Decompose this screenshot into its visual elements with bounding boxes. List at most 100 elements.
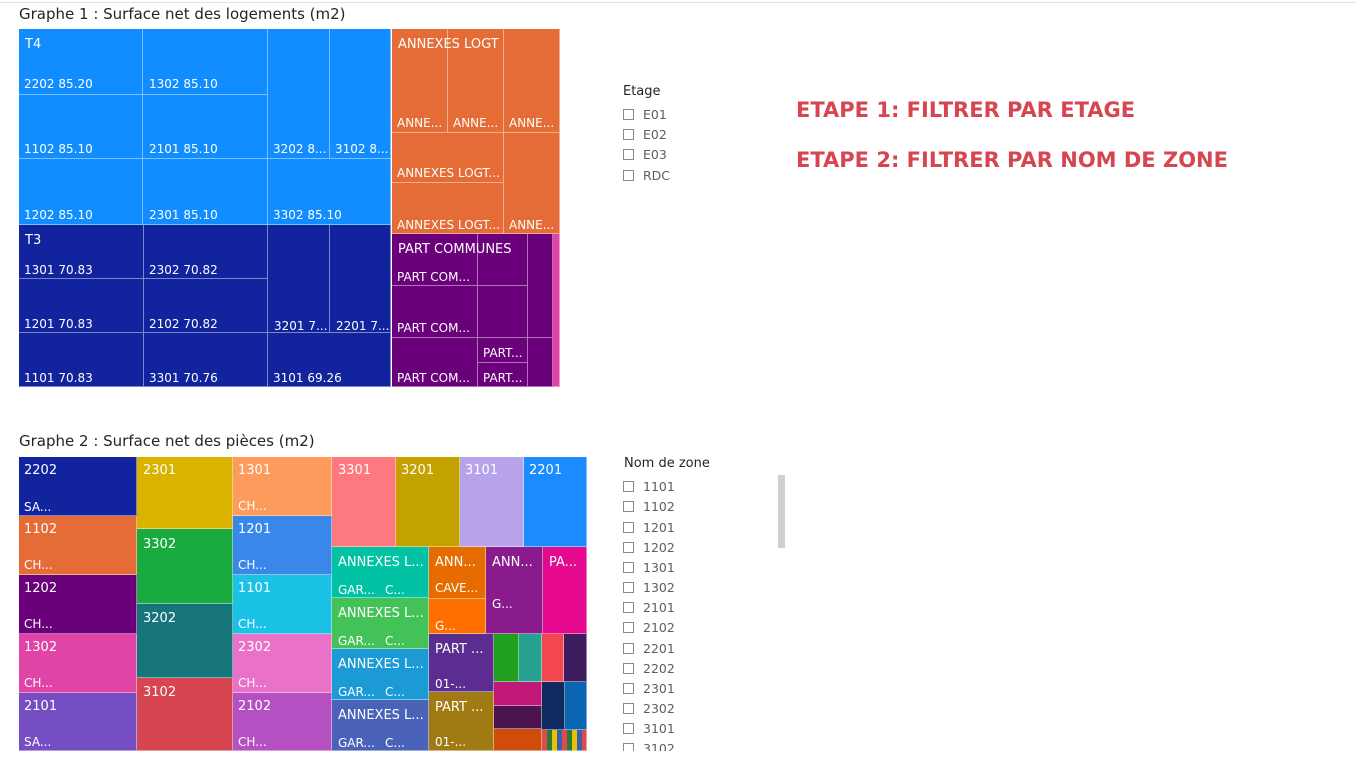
treemap-tile-partie-commune[interactable]	[528, 234, 553, 338]
checkbox[interactable]	[623, 662, 634, 674]
checkbox[interactable]	[623, 480, 634, 492]
slicer-option-2201[interactable]: 2201	[623, 639, 675, 657]
treemap-tile-annexe[interactable]	[429, 547, 486, 599]
treemap-tile-2101[interactable]	[143, 95, 268, 159]
treemap-tile-1201[interactable]	[233, 516, 332, 575]
slicer-zone-scrollbar[interactable]	[778, 475, 785, 548]
checkbox[interactable]	[623, 561, 634, 573]
treemap-tile-1301[interactable]	[233, 457, 332, 516]
treemap-tile-other[interactable]	[494, 706, 542, 729]
treemap-tile-3201[interactable]	[268, 225, 330, 333]
treemap-tile-1202[interactable]	[19, 575, 137, 634]
treemap-tile-2302[interactable]	[144, 225, 268, 279]
treemap-tile-annexe[interactable]	[448, 29, 504, 133]
slicer-option-1101[interactable]: 1101	[623, 477, 675, 495]
treemap-tile-3102[interactable]	[330, 29, 391, 159]
treemap-tile-annexe[interactable]	[429, 599, 486, 634]
checkbox[interactable]	[623, 722, 634, 734]
treemap-tile-2102[interactable]	[233, 693, 332, 751]
checkbox[interactable]	[623, 108, 634, 120]
slicer-option-1102[interactable]: 1102	[623, 497, 675, 515]
checkbox[interactable]	[623, 169, 634, 181]
treemap-tile-mosaic[interactable]	[542, 730, 587, 751]
slicer-option-1202[interactable]: 1202	[623, 538, 675, 556]
treemap-tile-1102[interactable]	[19, 516, 137, 575]
slicer-option-2301[interactable]: 2301	[623, 679, 675, 697]
treemap-tile-other[interactable]	[553, 234, 560, 387]
treemap-tile-other[interactable]	[519, 634, 542, 682]
treemap-tile-3301[interactable]	[144, 333, 268, 387]
slicer-option-rdc[interactable]: RDC	[623, 166, 670, 184]
slicer-option-e01[interactable]: E01	[623, 105, 667, 123]
treemap-tile-2201[interactable]	[330, 225, 391, 333]
treemap-tile-other[interactable]	[494, 634, 519, 682]
checkbox[interactable]	[623, 682, 634, 694]
treemap-tile-1101[interactable]	[233, 575, 332, 634]
treemap-tile-partie-commune[interactable]	[392, 234, 478, 286]
treemap-tile-annexe[interactable]	[504, 29, 560, 133]
treemap-tile-3301[interactable]	[332, 457, 396, 547]
treemap-tile-partie[interactable]	[543, 547, 587, 634]
treemap-tile-other[interactable]	[542, 634, 564, 682]
treemap-tile-partie[interactable]	[429, 634, 494, 692]
treemap-tile-2102[interactable]	[144, 279, 268, 333]
treemap-tile-partie[interactable]	[429, 692, 494, 751]
treemap-tile-other[interactable]	[494, 682, 542, 706]
treemap-tile-3102[interactable]	[137, 678, 233, 751]
checkbox[interactable]	[623, 702, 634, 714]
treemap-tile-2301[interactable]	[143, 159, 268, 225]
treemap-tile-partie-commune[interactable]	[478, 363, 528, 387]
checkbox[interactable]	[623, 148, 634, 160]
treemap-tile-3202[interactable]	[137, 604, 233, 678]
treemap-tile-other[interactable]	[565, 682, 587, 730]
treemap-tile-annexe[interactable]	[332, 547, 429, 598]
treemap-tile-2202[interactable]	[19, 457, 137, 516]
slicer-option-2202[interactable]: 2202	[623, 659, 675, 677]
treemap-tile-partie-commune[interactable]	[528, 338, 553, 387]
treemap-tile-2101[interactable]	[19, 693, 137, 751]
slicer-option-1201[interactable]: 1201	[623, 518, 675, 536]
slicer-option-2101[interactable]: 2101	[623, 598, 675, 616]
treemap-tile-1101[interactable]	[19, 333, 144, 387]
treemap-tile-1202[interactable]	[19, 159, 143, 225]
treemap-tile-1301[interactable]	[19, 225, 144, 279]
slicer-option-2302[interactable]: 2302	[623, 699, 675, 717]
treemap-tile-3101[interactable]	[460, 457, 524, 547]
treemap-tile-3201[interactable]	[396, 457, 460, 547]
slicer-option-e02[interactable]: E02	[623, 125, 667, 143]
treemap-tile-3202[interactable]	[268, 29, 330, 159]
treemap-tile-partie-commune[interactable]	[392, 338, 478, 387]
treemap-tile-annexe[interactable]	[392, 29, 448, 133]
slicer-option-1301[interactable]: 1301	[623, 558, 675, 576]
treemap-tile-3101[interactable]	[268, 333, 391, 387]
checkbox[interactable]	[623, 541, 634, 553]
treemap-tile-partie-commune[interactable]	[478, 286, 528, 338]
treemap-tile-2301[interactable]	[137, 457, 233, 529]
treemap-tile-partie-commune[interactable]	[392, 286, 478, 338]
treemap-tile-other[interactable]	[542, 682, 565, 730]
treemap-tile-1201[interactable]	[19, 279, 144, 333]
treemap-tile-3302[interactable]	[137, 529, 233, 604]
slicer-option-3101[interactable]: 3101	[623, 719, 675, 737]
treemap-tile-annexe[interactable]	[392, 183, 504, 234]
checkbox[interactable]	[623, 621, 634, 633]
treemap-tile-annexe[interactable]	[504, 133, 560, 234]
treemap-tile-1302[interactable]	[143, 29, 268, 95]
slicer-zone-list[interactable]: 1101 1102 1201 1202 1301 1302 2101 2102 …	[623, 477, 773, 751]
treemap-tile-other[interactable]	[494, 729, 542, 751]
treemap-tile-partie-commune[interactable]	[478, 338, 528, 363]
slicer-option-1302[interactable]: 1302	[623, 578, 675, 596]
checkbox[interactable]	[623, 742, 634, 751]
treemap-tile-annexe[interactable]	[392, 133, 504, 183]
slicer-option-e03[interactable]: E03	[623, 145, 667, 163]
checkbox[interactable]	[623, 581, 634, 593]
treemap-tile-annexe[interactable]	[486, 547, 543, 634]
checkbox[interactable]	[623, 521, 634, 533]
treemap-tile-1302[interactable]	[19, 634, 137, 693]
checkbox[interactable]	[623, 128, 634, 140]
treemap-tile-3302[interactable]	[268, 159, 391, 225]
treemap-tile-1102[interactable]	[19, 95, 143, 159]
treemap-tile-2202[interactable]	[19, 29, 143, 95]
treemap-tile-2302[interactable]	[233, 634, 332, 693]
slicer-option-3102[interactable]: 3102	[623, 739, 675, 751]
